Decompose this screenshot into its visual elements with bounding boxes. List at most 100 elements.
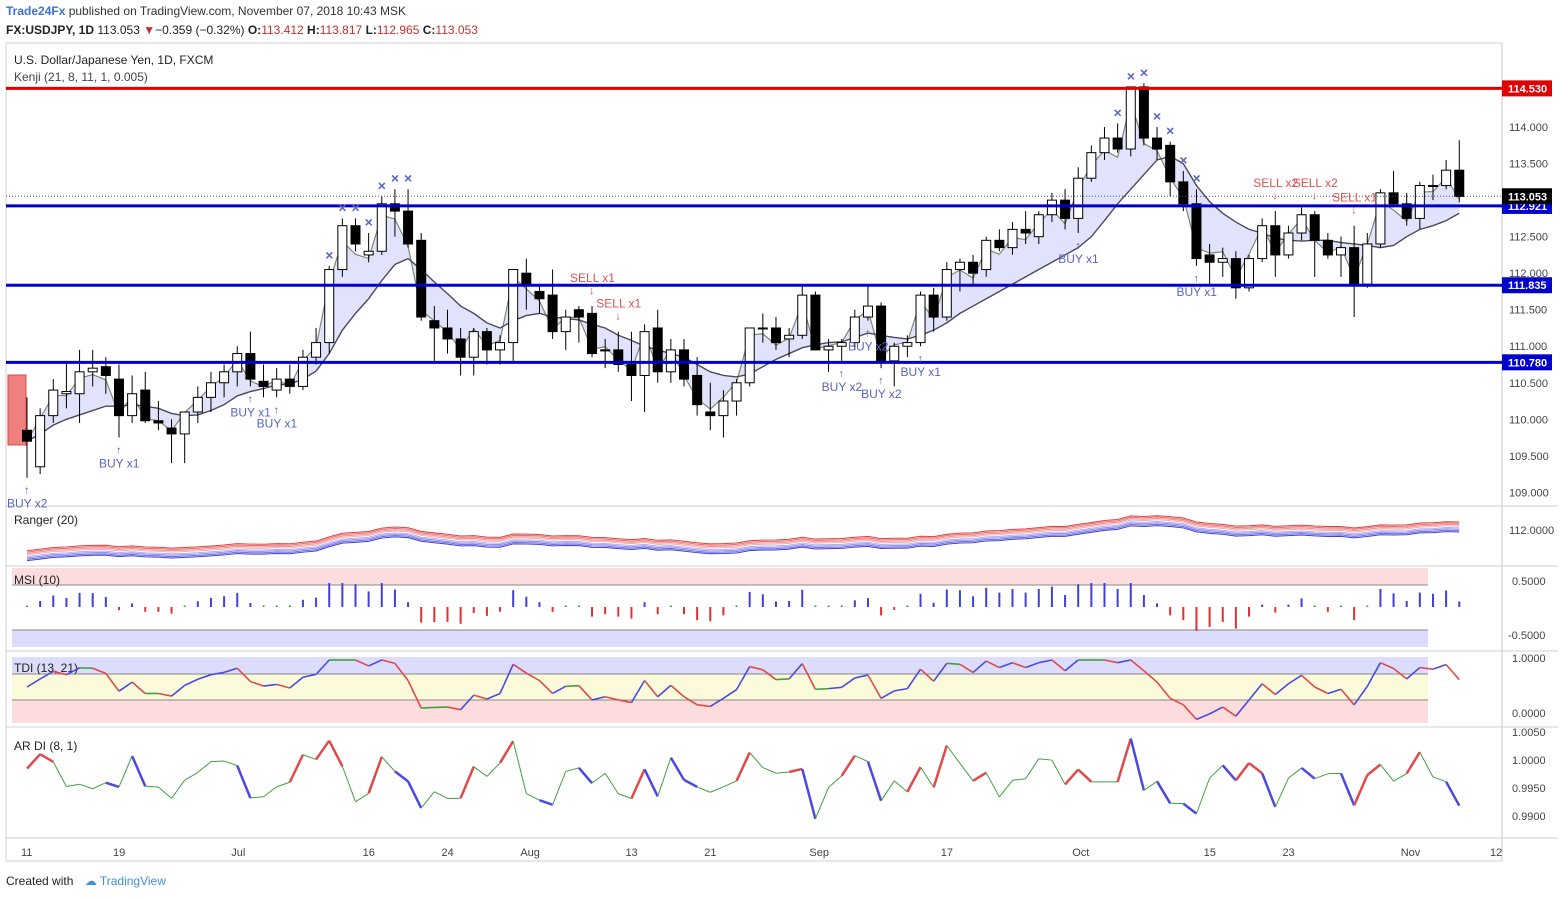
candle [981,239,992,271]
candle [1165,144,1176,183]
tdi-line-segment [473,694,488,700]
tdi-line-segment [906,668,922,690]
tdi-line-segment [447,706,461,711]
tdi-line-segment [1182,704,1198,720]
overbought-marker: × [1127,68,1135,84]
ardi-line-segment [552,771,567,805]
candle [1441,169,1452,187]
tdi-line-segment [828,686,842,690]
buy-arrow: ↑ [865,328,871,340]
ardi-line-segment [1155,780,1172,804]
publisher-name[interactable]: Trade24Fx [6,4,66,18]
candle [1191,203,1202,260]
ardi-line-segment [184,771,199,781]
ardi-line-segment [434,791,448,799]
ardi-line-segment [288,754,305,783]
buy-signal-label: BUY x1 [1176,285,1217,299]
overbought-marker: × [391,170,399,186]
overbought-marker: × [1140,64,1148,80]
x-tick-label: 24 [441,847,453,859]
tdi-line-segment [815,687,829,691]
msi-y-tick: -0.5000 [1508,630,1545,642]
candle [442,327,453,340]
y-tick-label: 110.500 [1509,378,1548,390]
footer: Created with ☁ TradingView [6,874,166,888]
candle [1296,214,1307,234]
tdi-line-segment [1235,699,1250,717]
ardi-line-segment [1221,764,1237,782]
candle [1257,225,1268,260]
candle [1336,247,1346,256]
candle [468,331,479,358]
tdi-line-segment [1261,683,1276,696]
change-down-icon: ▼ [143,23,156,37]
candle [1388,192,1399,205]
tdi-line-segment [368,659,383,667]
tdi-line-segment [197,673,212,680]
tdi-line-segment [604,695,619,701]
tdi-line-segment [867,674,882,699]
ardi-line-segment [210,760,225,763]
tdi-line-segment [236,667,251,683]
ardi-line-segment [406,780,423,809]
ardi-line-segment [341,766,356,802]
candle [1217,258,1228,263]
tdi-upper-zone [12,657,1428,674]
symbol-label: FX:USDJPY, 1D [6,23,95,37]
buy-arrow: ↑ [878,375,884,387]
level-price-label: 110.780 [1508,357,1547,369]
tdi-line-segment [1419,666,1434,670]
candle [61,391,72,395]
ardi-line-segment [643,768,659,797]
ardi-line-segment [920,766,935,788]
ranger-band-line [26,517,1460,554]
tdi-line-segment [578,685,593,701]
sell-signal-label: SELL x2 [1253,176,1298,190]
tdi-line-segment [92,667,107,675]
sell-arrow: ↓ [1272,190,1278,202]
tradingview-logo[interactable]: ☁ TradingView [84,874,166,888]
candle [284,378,295,387]
buy-signal-label: BUY x2 [7,497,48,511]
candle [1073,177,1084,219]
candle [941,269,952,318]
ardi-line-segment [604,772,619,795]
x-tick-label: Jul [231,847,245,859]
tdi-line-segment [1288,674,1303,685]
ardi-line-segment [565,767,580,772]
candle [652,327,663,373]
buy-arrow: ↑ [918,353,924,365]
tdi-line-segment [381,659,396,665]
ardi-line-segment [828,775,843,788]
ardi-line-segment [197,761,212,773]
ardi-line-segment [1064,768,1080,786]
candle [968,261,979,274]
ardi-line-segment [1077,768,1093,783]
candle [692,374,703,406]
tdi-line-segment [999,661,1013,669]
candle [862,305,873,318]
candle [192,396,203,413]
ardi-line-segment [1405,751,1421,775]
candle [1046,199,1057,216]
x-tick-label: 15 [1204,847,1216,859]
tdi-line-segment [1117,659,1131,664]
high-label: H: [307,23,320,37]
tradingview-link[interactable]: TradingView [99,874,166,888]
ardi-pane: AR DI (8, 1) 1.0050 1.0000 0.9950 0.9900 [14,727,1546,823]
candle [74,371,85,395]
tdi-line-segment [525,672,540,682]
ardi-line-segment [1445,781,1461,807]
ardi-line-segment [39,753,54,763]
ardi-line-segment [486,762,501,777]
ardi-line-segment [1209,764,1224,779]
candle [363,250,374,256]
ardi-line-segment [1116,738,1132,783]
tdi-line-segment [512,663,527,674]
ardi-line-segment [618,793,632,800]
tdi-line-segment [1314,686,1329,695]
candle [455,338,466,358]
candle [1349,247,1360,285]
candle [35,415,46,468]
